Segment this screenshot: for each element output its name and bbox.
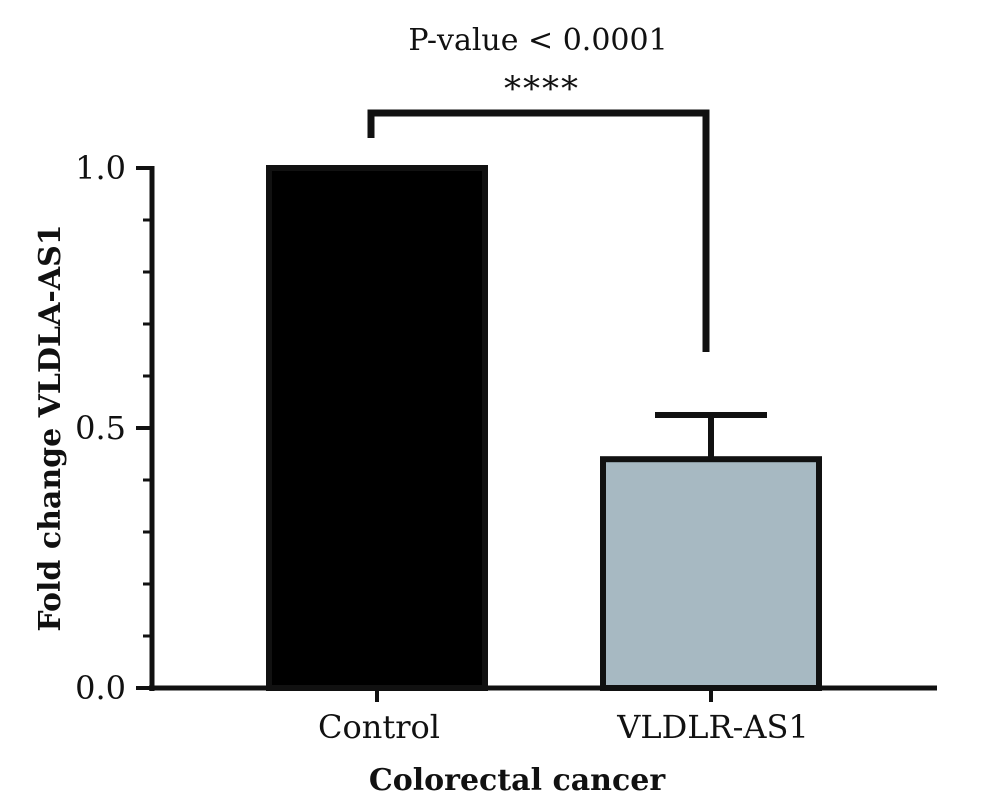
annotation-layer xyxy=(367,109,710,352)
x-tick-label: VLDLR-AS1 xyxy=(616,708,809,746)
x-axis-title: Colorectal cancer xyxy=(369,763,666,798)
labels-layer: 0.0 0.5 1.0 Control VLDLR-AS1 xyxy=(75,149,809,746)
significance-bracket xyxy=(367,109,710,352)
p-value-annotation: P-value < 0.0001 xyxy=(408,23,667,58)
y-tick-label: 1.0 xyxy=(75,149,126,187)
bar-vldlr-as1 xyxy=(600,456,822,692)
error-bars-layer xyxy=(655,412,767,460)
y-tick-label: 0.5 xyxy=(75,409,126,447)
significance-stars: **** xyxy=(504,69,580,109)
y-tick-label: 0.0 xyxy=(75,669,126,707)
bars-layer xyxy=(266,165,822,692)
x-tick-label: Control xyxy=(318,708,440,746)
y-axis-title: Fold change VLDLA-AS1 xyxy=(33,224,68,631)
ticks-layer xyxy=(136,166,713,702)
bar-control xyxy=(266,165,488,691)
